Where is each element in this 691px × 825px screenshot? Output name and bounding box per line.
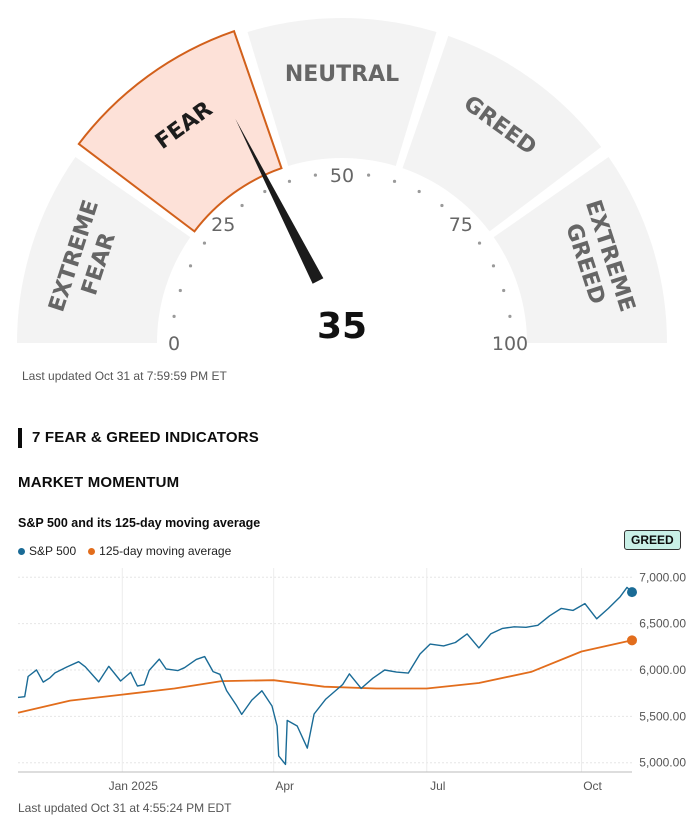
legend-dot-moving-average bbox=[88, 547, 96, 555]
legend-dot-sp500 bbox=[18, 547, 25, 555]
x-tick-label: Jan 2025 bbox=[109, 779, 159, 793]
gauge-tick-dot bbox=[440, 203, 444, 208]
gauge-tick-dot bbox=[392, 179, 397, 183]
gauge-segment-extreme-greed bbox=[493, 157, 667, 343]
gauge-tick-label-50: 50 bbox=[330, 165, 354, 187]
rating-badge: GREED bbox=[624, 530, 681, 550]
gauge-tick-label-100: 100 bbox=[492, 333, 528, 355]
legend-label-sp500: S&P 500 bbox=[29, 544, 77, 558]
gauge-tick-label-0: 0 bbox=[168, 333, 180, 355]
y-tick-label: 7,000.00 bbox=[639, 570, 686, 584]
chart-legend: S&P 500 125-day moving average bbox=[18, 544, 231, 558]
chart-title: S&P 500 and its 125-day moving average bbox=[18, 516, 261, 530]
gauge-tick-label-75: 75 bbox=[449, 214, 473, 236]
gauge-tick-dot bbox=[172, 314, 176, 319]
x-tick-label: Jul bbox=[430, 779, 445, 793]
gauge-tick-dot bbox=[491, 264, 496, 268]
gauge-needle bbox=[235, 118, 324, 284]
indicator-title: MARKET MOMENTUM bbox=[18, 474, 180, 491]
gauge-tick-label-25: 25 bbox=[211, 214, 235, 236]
gauge-tick-dot bbox=[188, 264, 193, 268]
gauge-tick-dot bbox=[417, 189, 421, 194]
gauge-segment-extreme-fear bbox=[17, 157, 191, 343]
x-tick-label: Oct bbox=[583, 779, 602, 793]
gauge-tick-dot bbox=[287, 179, 292, 183]
fear-greed-gauge: EXTREMEFEARFEARNEUTRALGREEDEXTREMEGREED0… bbox=[17, 18, 667, 365]
gauge-tick-dot bbox=[263, 189, 267, 194]
section-title: 7 FEAR & GREED INDICATORS bbox=[18, 428, 259, 448]
legend-label-moving-average: 125-day moving average bbox=[99, 544, 232, 558]
gauge-tick-dot bbox=[313, 173, 318, 177]
gauge-tick-dot bbox=[508, 314, 512, 319]
series-sp500-line bbox=[17, 586, 633, 766]
gauge-tick-dot bbox=[178, 288, 182, 293]
series-moving-average-endpoint bbox=[627, 635, 637, 646]
gauge-label-neutral: NEUTRAL bbox=[285, 62, 399, 87]
gauge-tick-dot bbox=[477, 241, 482, 245]
chart-last-updated: Last updated Oct 31 at 4:55:24 PM EDT bbox=[18, 801, 232, 815]
x-tick-label: Apr bbox=[275, 779, 294, 793]
series-moving-average-line bbox=[17, 639, 633, 714]
series-sp500-endpoint bbox=[627, 587, 637, 598]
gauge-center-disc bbox=[277, 277, 409, 365]
y-tick-label: 5,000.00 bbox=[639, 756, 686, 770]
y-tick-label: 6,000.00 bbox=[639, 663, 686, 677]
gauge-score: 35 bbox=[317, 306, 367, 347]
gauge-label-extreme-fear: EXTREMEFEAR bbox=[44, 197, 128, 323]
y-tick-label: 6,500.00 bbox=[639, 617, 686, 631]
gauge-segment-fear bbox=[77, 29, 283, 233]
y-tick-label: 5,500.00 bbox=[639, 709, 686, 723]
gauge-tick-dot bbox=[240, 203, 244, 208]
gauge-tick-dot bbox=[202, 241, 207, 245]
gauge-segment-greed bbox=[402, 35, 602, 232]
gauge-tick-dot bbox=[366, 173, 371, 177]
gauge-last-updated: Last updated Oct 31 at 7:59:59 PM ET bbox=[22, 369, 227, 383]
legend-item-sp500: S&P 500 bbox=[18, 544, 76, 558]
gauge-segment-neutral bbox=[247, 18, 437, 166]
gauge-tick-dot bbox=[502, 288, 506, 293]
market-momentum-chart: 5,000.00 5,500.00 6,000.00 6,500.00 7,000.00… bbox=[17, 568, 686, 793]
legend-item-moving-average: 125-day moving average bbox=[88, 544, 231, 558]
